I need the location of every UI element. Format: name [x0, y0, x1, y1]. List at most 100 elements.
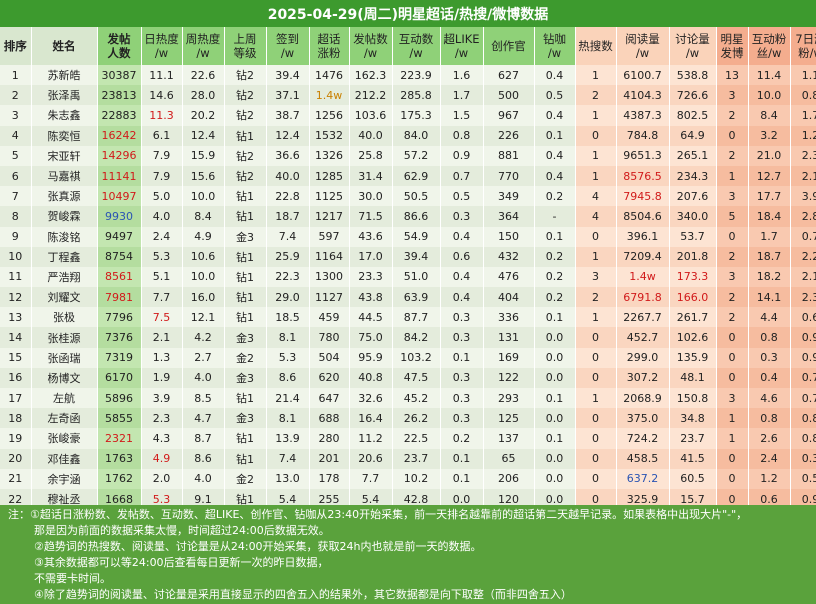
- table-cell: 0.2: [534, 287, 576, 308]
- table-cell: 255: [309, 488, 350, 510]
- table-cell: 1300: [309, 266, 350, 288]
- table-cell: 12: [0, 287, 32, 308]
- table-cell: 25.9: [266, 246, 310, 267]
- table-cell: 0: [575, 408, 617, 429]
- table-row: 21 余宇涵 1762 2.0 4.0 金2 13.0 178 7.7 10.2 0.1 206 0.0…: [0, 468, 816, 489]
- table-cell: 404: [483, 287, 535, 308]
- table-cell: 0.9: [440, 145, 484, 166]
- table-cell: 0.7: [790, 388, 816, 409]
- table-row: 11 严浩翔 8561 5.1 10.0 钻1 22.3 1300 23.3 51.0 0.4 476…: [0, 266, 816, 288]
- column-header: 互动数/w: [392, 27, 441, 65]
- table-cell: 325.9: [616, 488, 670, 510]
- table-cell: 87.7: [392, 307, 441, 328]
- table-cell: 16242: [97, 125, 142, 146]
- table-cell: 95.9: [349, 347, 393, 368]
- table-cell: 2: [716, 105, 749, 126]
- table-cell: 张峻豪: [31, 428, 98, 449]
- column-header-line-2: /w: [454, 46, 469, 60]
- table-cell: 10.0: [182, 266, 225, 288]
- table-row: 13 张极 7796 7.5 12.1 钻1 18.5 459 44.5 87.7 0.3 336 0.…: [0, 307, 816, 328]
- column-header-line-1: 阅读量: [625, 32, 660, 46]
- table-cell: 57.2: [392, 145, 441, 166]
- table-cell: 11.1: [141, 65, 183, 86]
- table-cell: 4.9: [182, 226, 225, 247]
- table-cell: 6.1: [141, 125, 183, 146]
- table-cell: 0.3: [440, 388, 484, 409]
- table-cell: 0.4: [534, 65, 576, 86]
- table-cell: 0.0: [440, 488, 484, 510]
- table-cell: 左奇函: [31, 408, 98, 429]
- table-cell: 0: [716, 125, 749, 146]
- column-header-line-1: 签到: [276, 32, 299, 46]
- table-cell: 0: [716, 347, 749, 368]
- table-cell: 43.8: [349, 287, 393, 308]
- table-cell: 125: [483, 408, 535, 429]
- table-cell: 5.0: [141, 186, 183, 207]
- table-cell: 金2: [224, 468, 267, 489]
- table-cell: 8.7: [182, 428, 225, 449]
- column-header-line-1: 姓名: [52, 39, 76, 53]
- table-cell: 钻1: [224, 488, 267, 510]
- table-cell: 2.6: [748, 428, 791, 449]
- table-cell: 5896: [97, 388, 142, 409]
- table-cell: 0.8: [790, 428, 816, 449]
- table-cell: 15.7: [669, 488, 717, 510]
- table-cell: 5.3: [141, 488, 183, 510]
- table-cell: 22.8: [266, 186, 310, 207]
- table-cell: 15: [0, 347, 32, 368]
- note-3: ③其余数据都可以等24:00后查看每日更新一次的昨日数据，: [8, 555, 808, 571]
- table-cell: 64.9: [669, 125, 717, 146]
- table-cell: 1.9: [141, 367, 183, 388]
- table-cell: 32.6: [349, 388, 393, 409]
- table-row: 16 杨博文 6170 1.9 4.0 金3 8.6 620 40.8 47.5 0.3 122 0.0…: [0, 367, 816, 388]
- table-cell: 7.7: [141, 287, 183, 308]
- table-cell: 8561: [97, 266, 142, 288]
- table-cell: 0.0: [534, 488, 576, 510]
- table-cell: 23.7: [669, 428, 717, 449]
- table-cell: 0: [575, 468, 617, 489]
- table-cell: 802.5: [669, 105, 717, 126]
- table-cell: 86.6: [392, 206, 441, 227]
- column-header-line-2: 发博: [720, 46, 744, 60]
- table-cell: 11.3: [141, 105, 183, 126]
- table-cell: 34.8: [669, 408, 717, 429]
- column-header-line-1: 排序: [3, 39, 27, 53]
- table-cell: 4.6: [748, 388, 791, 409]
- table-cell: 150.8: [669, 388, 717, 409]
- note-1-line-2: 那是因为前面的数据采集太慢，时间超过24:00后数据无效。: [34, 524, 330, 537]
- table-cell: 4: [575, 186, 617, 207]
- column-header-line-1: 互动数: [398, 32, 434, 46]
- table-cell: 2: [716, 307, 749, 328]
- table-cell: 0.4: [748, 367, 791, 388]
- table-cell: 1.4w: [309, 85, 350, 106]
- column-header-line-2: /w: [196, 46, 210, 60]
- table-cell: 2: [716, 246, 749, 267]
- table-cell: 0: [716, 468, 749, 489]
- table-cell: 0.2: [534, 266, 576, 288]
- table-cell: 0.9: [790, 327, 816, 348]
- column-header-line-1: 明星: [720, 32, 744, 46]
- table-cell: 201: [309, 448, 350, 469]
- table-cell: 12.4: [266, 125, 310, 146]
- table-cell: 1.7: [748, 226, 791, 247]
- column-header: 热搜数: [575, 27, 617, 65]
- table-cell: 37.1: [266, 85, 310, 106]
- table-cell: 3: [716, 85, 749, 106]
- table-cell: 7945.8: [616, 186, 670, 207]
- table-cell: 396.1: [616, 226, 670, 247]
- table-row: 5 宋亚轩 14296 7.9 15.9 钻2 36.6 1326 25.8 57.2 0.9 881…: [0, 145, 816, 166]
- table-row: 22 穆祉丞 1668 5.3 9.1 钻1 5.4 255 5.4 42.8 0.0 120 0.0 0…: [0, 488, 816, 510]
- table-cell: 0.8: [440, 125, 484, 146]
- table-cell: 459: [309, 307, 350, 328]
- table-cell: 7376: [97, 327, 142, 348]
- column-header-line-2: /w: [363, 46, 378, 60]
- column-header-line-2: /w: [409, 46, 423, 60]
- table-cell: 637.2: [616, 468, 670, 489]
- table-cell: 1: [716, 428, 749, 449]
- table-cell: 336: [483, 307, 535, 328]
- table-cell: 1125: [309, 186, 350, 207]
- table-cell: 1217: [309, 206, 350, 227]
- table-cell: 余宇涵: [31, 468, 98, 489]
- table-cell: 11.4: [748, 65, 791, 86]
- table-cell: 41.5: [669, 448, 717, 469]
